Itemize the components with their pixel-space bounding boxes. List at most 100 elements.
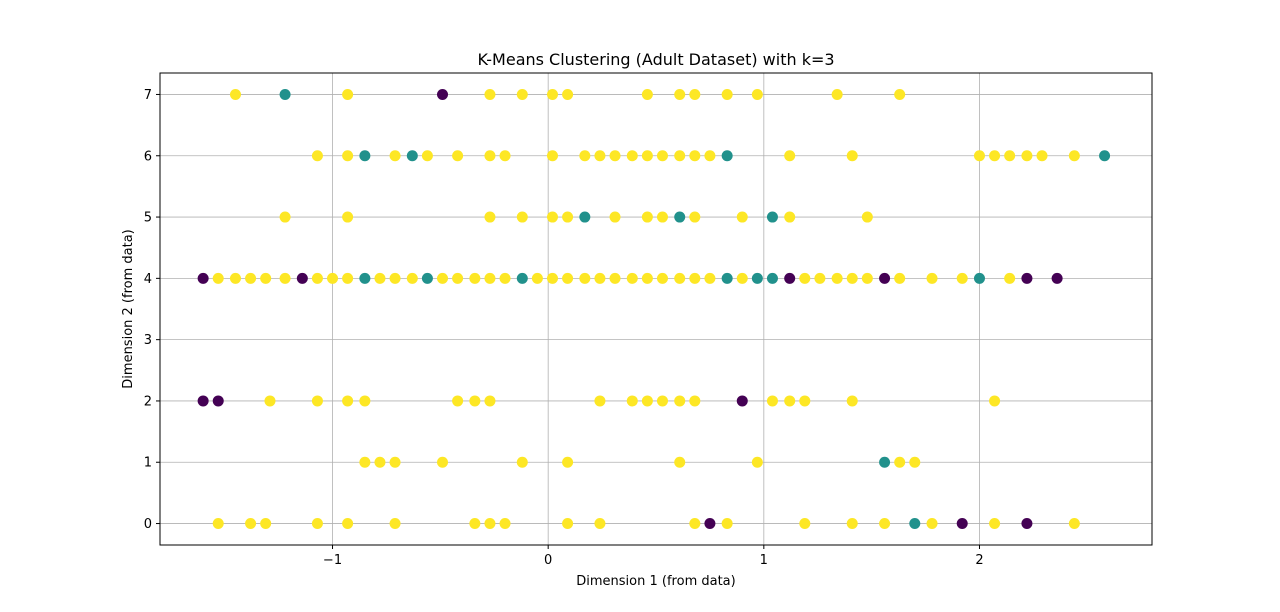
data-point-cluster-1 [973,272,985,284]
data-point-cluster-2 [359,395,371,407]
data-point-cluster-2 [406,272,418,284]
data-point-cluster-2 [469,518,481,530]
data-point-cluster-0 [956,518,968,530]
data-point-cluster-2 [626,395,638,407]
data-point-cluster-2 [546,88,558,100]
y-tick-label: 7 [144,88,152,103]
data-point-cluster-2 [229,272,241,284]
data-point-cluster-2 [531,272,543,284]
data-point-cluster-2 [861,211,873,223]
data-point-cluster-2 [641,150,653,162]
data-point-cluster-0 [197,395,209,407]
data-point-cluster-2 [799,518,811,530]
y-axis-label: Dimension 2 (from data) [121,229,136,388]
data-point-cluster-2 [484,395,496,407]
data-point-cluster-2 [861,272,873,284]
data-point-cluster-0 [197,272,209,284]
data-point-cluster-2 [799,395,811,407]
data-point-cluster-2 [342,395,354,407]
data-point-cluster-2 [609,272,621,284]
plot-frame [159,72,1153,546]
data-point-cluster-2 [736,272,748,284]
data-point-cluster-2 [579,150,591,162]
data-point-cluster-0 [736,395,748,407]
data-point-cluster-2 [846,272,858,284]
data-point-cluster-2 [641,211,653,223]
data-point-cluster-2 [516,211,528,223]
data-point-cluster-2 [562,211,574,223]
data-point-cluster-2 [721,88,733,100]
data-point-cluster-2 [766,395,778,407]
data-point-cluster-2 [674,272,686,284]
data-point-cluster-2 [609,211,621,223]
data-point-cluster-2 [437,272,449,284]
data-point-cluster-2 [516,456,528,468]
data-point-cluster-2 [342,518,354,530]
data-point-cluster-0 [437,88,449,100]
data-point-cluster-2 [516,88,528,100]
data-point-cluster-2 [562,272,574,284]
data-point-cluster-1 [674,211,686,223]
grid [160,73,1152,545]
data-point-cluster-1 [1099,150,1111,162]
data-point-cluster-2 [641,395,653,407]
data-point-cluster-2 [1021,150,1033,162]
data-point-cluster-2 [894,272,906,284]
data-point-cluster-2 [674,88,686,100]
data-point-cluster-2 [626,150,638,162]
data-point-cluster-2 [784,211,796,223]
data-point-cluster-2 [279,211,291,223]
data-point-cluster-2 [689,211,701,223]
x-tick-label: 2 [975,553,983,568]
data-point-cluster-2 [484,150,496,162]
data-point-cluster-2 [499,518,511,530]
data-point-cluster-2 [1004,150,1016,162]
data-point-cluster-2 [212,272,224,284]
data-point-cluster-2 [245,272,257,284]
data-point-cluster-2 [469,272,481,284]
data-point-cluster-2 [342,150,354,162]
data-point-cluster-2 [656,150,668,162]
data-point-cluster-2 [212,518,224,530]
data-point-cluster-1 [579,211,591,223]
y-tick-label: 4 [144,272,152,287]
data-point-cluster-2 [721,518,733,530]
data-point-cluster-2 [484,211,496,223]
data-point-cluster-2 [641,272,653,284]
data-point-cluster-2 [389,272,401,284]
data-point-cluster-2 [311,150,323,162]
data-point-cluster-2 [909,456,921,468]
data-point-cluster-2 [327,272,339,284]
data-point-cluster-2 [879,518,891,530]
data-point-cluster-2 [546,272,558,284]
data-point-cluster-2 [846,395,858,407]
data-point-cluster-2 [245,518,257,530]
data-point-cluster-1 [279,88,291,100]
data-point-cluster-2 [311,395,323,407]
y-tick-label: 5 [144,211,152,226]
data-point-cluster-2 [973,150,985,162]
data-point-cluster-2 [989,395,1001,407]
y-tick-label: 3 [144,333,152,348]
data-point-cluster-2 [311,272,323,284]
data-point-cluster-1 [359,150,371,162]
data-point-cluster-2 [594,272,606,284]
data-point-cluster-2 [579,272,591,284]
data-point-cluster-2 [956,272,968,284]
data-point-cluster-2 [452,150,464,162]
data-point-cluster-1 [406,150,418,162]
data-point-cluster-2 [562,88,574,100]
data-point-cluster-2 [689,272,701,284]
data-point-cluster-2 [689,150,701,162]
data-point-cluster-0 [1021,272,1033,284]
data-point-cluster-2 [374,456,386,468]
data-point-cluster-2 [421,150,433,162]
data-point-cluster-2 [689,88,701,100]
data-point-cluster-1 [909,518,921,530]
data-point-cluster-2 [389,150,401,162]
data-point-cluster-2 [437,456,449,468]
data-point-cluster-2 [546,211,558,223]
data-point-cluster-2 [389,518,401,530]
data-point-cluster-2 [1036,150,1048,162]
